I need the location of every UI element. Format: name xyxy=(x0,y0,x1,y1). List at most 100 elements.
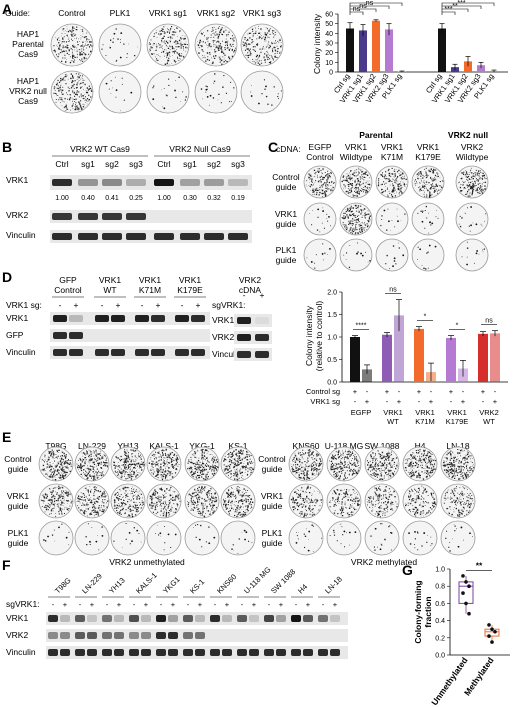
well-dish xyxy=(240,23,284,67)
colony xyxy=(393,257,396,260)
f-band-vinculin xyxy=(60,649,70,656)
panel-a-row-label: HAP1 xyxy=(17,29,39,39)
e-well-unmeth xyxy=(110,446,146,482)
f-band-vrk1 xyxy=(141,615,151,622)
b-band-vinculin xyxy=(78,233,98,240)
panel-g-chart: 0.0 0.2 0.4 0.6 0.8 1.0 Colony-forming fraction… xyxy=(413,561,510,707)
well-dish xyxy=(220,520,256,556)
f-band-vrk1 xyxy=(210,615,220,622)
colonies xyxy=(53,26,93,64)
colonies xyxy=(341,204,371,235)
colonies xyxy=(414,167,444,198)
g-point xyxy=(490,640,494,644)
f-band-vrk2 xyxy=(156,632,166,639)
c-row-label: VRK1 xyxy=(275,209,297,219)
a-sig-label: ns xyxy=(353,6,361,13)
f-cell-label: KS-1 xyxy=(188,577,206,595)
c-col-label: VRK1 xyxy=(345,142,367,152)
well-dish xyxy=(146,483,182,519)
d-sig-label: ns xyxy=(389,287,397,294)
a-sig-label: *** xyxy=(464,0,472,4)
e-well-meth xyxy=(364,483,400,519)
f-pm: - xyxy=(79,600,82,609)
e-cell-label: LN-18 xyxy=(446,441,469,451)
colony xyxy=(431,222,434,225)
e-row-label: Control xyxy=(4,454,32,464)
g-ytick-label: 1.0 xyxy=(435,567,445,574)
f-band-vinculin xyxy=(141,649,151,656)
b-band-vinculin xyxy=(204,233,224,240)
f-pm: - xyxy=(295,600,298,609)
well-dish xyxy=(303,238,337,272)
f-band-vrk1 xyxy=(168,615,178,622)
colony xyxy=(131,540,133,543)
a-sig-bracket xyxy=(349,5,390,9)
g-ylabel: fraction xyxy=(423,596,433,627)
colonies xyxy=(290,449,322,480)
colonies xyxy=(40,485,73,517)
f-band-vrk2 xyxy=(75,632,85,639)
colony xyxy=(428,244,431,247)
d-legend-control: Control sg xyxy=(306,387,340,396)
f-pm: - xyxy=(52,600,55,609)
d-right-pm: - xyxy=(243,290,246,300)
d-legend-pm: - xyxy=(462,387,465,396)
e-well-meth xyxy=(288,483,324,519)
f-band-vinculin xyxy=(102,649,112,656)
colony xyxy=(470,206,473,208)
f-pm: + xyxy=(225,600,230,609)
panel-a-row-label: Cas9 xyxy=(18,96,38,106)
e-well-meth xyxy=(402,483,438,519)
f-row-label: VRK2 xyxy=(6,630,28,640)
g-ytick-label: 0.8 xyxy=(435,584,445,591)
c-col-label: K179E xyxy=(415,152,441,162)
e-cell-label: H4 xyxy=(415,441,426,451)
colony xyxy=(115,89,118,92)
well-dish xyxy=(455,238,489,272)
colony xyxy=(295,541,298,544)
d-legend-pm: + xyxy=(481,387,486,396)
d-band-vinculin xyxy=(95,349,109,356)
f-band-vinculin xyxy=(222,649,232,656)
a-group-label: Parental xyxy=(359,130,393,140)
f-band-vrk1 xyxy=(183,615,193,622)
e-row-label: guide xyxy=(262,538,283,548)
c-row-label: PLK1 xyxy=(276,245,297,255)
colony xyxy=(159,532,162,535)
b-band-vrk1 xyxy=(52,179,72,186)
well-dish xyxy=(364,520,400,556)
d-bar xyxy=(362,369,372,382)
colonies xyxy=(187,448,219,481)
panel-b-western-blot: VRK2 WT Cas9 VRK2 Null Cas9 Ctrl sg1 sg2 sg3 C… xyxy=(6,144,252,243)
e-row-label: guide xyxy=(8,501,29,511)
g-point xyxy=(467,611,471,616)
d-ytick-label: 2.0 xyxy=(327,290,337,297)
e-well-unmeth xyxy=(110,520,146,556)
colony xyxy=(250,95,253,97)
b-band-vrk2 xyxy=(126,213,146,220)
d-bar xyxy=(414,328,424,382)
f-band-vinculin xyxy=(156,649,166,656)
colony xyxy=(421,220,424,223)
a-bar xyxy=(438,28,446,72)
d-band-vinculin xyxy=(191,349,205,356)
c-well xyxy=(411,165,445,199)
d-band-vrk1 xyxy=(95,315,109,322)
f-band-vrk1 xyxy=(318,615,328,622)
c-well xyxy=(455,202,489,236)
c-col-label: VRK1 xyxy=(381,142,403,152)
d-cat-label: VRK1 xyxy=(383,408,403,417)
f-pm: - xyxy=(160,600,163,609)
f-cell-label: U-118 MG xyxy=(242,565,273,596)
colony xyxy=(329,247,331,250)
b-quant: 0.40 xyxy=(81,195,95,202)
d-group-label: K179E xyxy=(177,285,203,295)
f-pm: + xyxy=(144,600,149,609)
colonies xyxy=(405,485,437,517)
d-sig-label: ns xyxy=(485,318,493,325)
colonies xyxy=(113,449,145,480)
e-row-label: VRK1 xyxy=(261,491,283,501)
colonies xyxy=(443,486,474,517)
colony xyxy=(245,531,248,534)
colony xyxy=(95,540,98,543)
